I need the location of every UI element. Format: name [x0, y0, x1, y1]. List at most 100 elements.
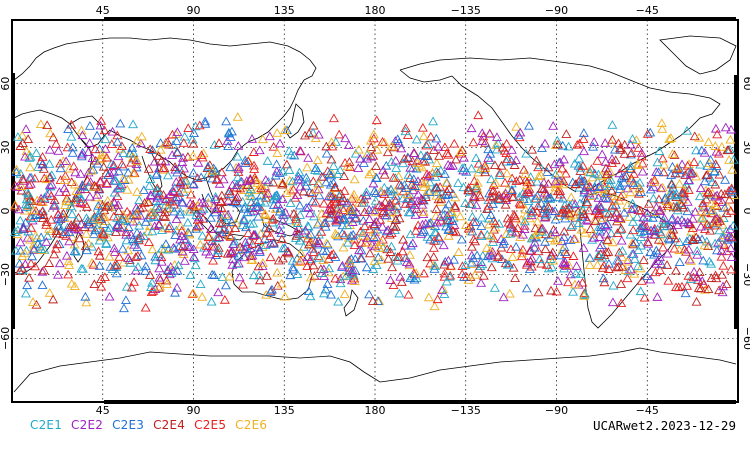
observation-marker: [720, 122, 731, 132]
observation-marker: [153, 204, 164, 214]
observation-marker: [349, 276, 360, 286]
observation-marker: [339, 171, 350, 181]
observation-marker: [196, 172, 207, 182]
observation-marker: [552, 234, 563, 244]
observation-marker: [274, 138, 285, 148]
observation-marker: [312, 155, 323, 164]
observation-marker: [111, 259, 122, 269]
observation-marker: [466, 123, 477, 133]
observation-marker: [632, 159, 643, 169]
observation-marker: [313, 184, 324, 194]
observation-marker: [652, 157, 663, 167]
observation-marker: [248, 270, 259, 280]
observation-marker: [325, 199, 336, 209]
observation-marker: [321, 141, 332, 151]
observation-marker: [468, 137, 479, 147]
observation-marker: [634, 183, 645, 193]
observation-marker: [635, 227, 646, 236]
coastline-greenland: [659, 35, 737, 75]
observation-marker: [268, 177, 279, 187]
observation-marker: [394, 179, 405, 189]
observation-marker: [92, 189, 103, 199]
observation-marker: [534, 225, 545, 235]
observation-marker: [507, 192, 518, 202]
observation-marker: [11, 167, 22, 176]
observation-marker: [277, 194, 288, 203]
observation-marker: [685, 169, 696, 178]
observation-marker: [10, 180, 21, 190]
observation-marker: [726, 252, 737, 261]
observation-marker: [80, 241, 91, 250]
observation-marker: [314, 238, 325, 248]
observation-marker: [576, 224, 587, 234]
observation-marker: [281, 159, 292, 169]
observation-marker: [366, 230, 377, 240]
observation-marker: [233, 245, 244, 254]
observation-marker: [48, 201, 59, 210]
observation-marker: [389, 142, 400, 152]
observation-marker: [31, 205, 41, 215]
observation-marker: [88, 259, 99, 269]
observation-marker: [321, 148, 332, 158]
observation-marker: [153, 151, 164, 160]
observation-marker: [227, 246, 238, 256]
observation-marker: [559, 226, 570, 236]
legend-item-c2e6: C2E6: [235, 418, 268, 432]
observation-marker: [130, 252, 141, 261]
observation-marker: [575, 212, 586, 221]
observation-marker: [543, 193, 554, 202]
observation-marker: [113, 199, 124, 209]
observation-marker: [111, 220, 122, 230]
observation-marker: [23, 200, 34, 210]
observation-marker: [386, 207, 397, 217]
observation-marker: [521, 148, 532, 158]
observation-marker: [101, 238, 112, 248]
observation-marker: [228, 239, 239, 248]
observation-marker: [98, 219, 109, 229]
observation-marker: [685, 256, 696, 265]
observation-marker: [558, 176, 569, 186]
observation-marker: [67, 209, 78, 219]
observation-marker: [551, 286, 562, 296]
observation-marker: [292, 269, 303, 278]
observation-marker: [333, 231, 344, 241]
bottom-scale-bar: [104, 400, 736, 404]
observation-marker: [609, 212, 620, 221]
observation-marker: [288, 184, 299, 194]
observation-marker: [595, 222, 606, 231]
observation-marker: [620, 265, 631, 275]
observation-marker: [443, 149, 454, 159]
observation-marker: [304, 128, 315, 138]
observation-marker: [109, 243, 120, 253]
observation-marker: [704, 256, 715, 266]
observation-marker: [517, 198, 528, 208]
legend-item-c2e3: C2E3: [112, 418, 145, 432]
observation-marker: [433, 141, 444, 151]
observation-marker: [568, 209, 579, 219]
observation-marker: [663, 275, 674, 285]
observation-marker: [144, 181, 155, 190]
observation-marker: [307, 243, 318, 253]
observation-marker: [599, 277, 610, 287]
observation-marker: [717, 197, 728, 207]
observation-marker: [653, 167, 664, 177]
observation-marker: [125, 258, 136, 267]
observation-marker: [425, 258, 436, 268]
observation-marker: [714, 225, 725, 235]
observation-marker: [68, 161, 79, 171]
dataset-date-label: UCARwet2.2023-12-29: [593, 418, 736, 433]
observation-marker: [318, 255, 329, 265]
observation-marker: [220, 280, 231, 290]
observation-marker: [350, 254, 361, 263]
observation-marker: [237, 196, 248, 206]
observation-marker: [418, 131, 429, 141]
observation-marker: [455, 211, 466, 221]
observation-marker: [206, 296, 217, 306]
observation-marker: [10, 201, 21, 211]
observation-marker: [633, 143, 644, 152]
observation-marker: [443, 159, 454, 169]
observation-marker: [216, 167, 227, 177]
observation-marker: [629, 203, 640, 213]
observation-marker: [553, 211, 564, 220]
observation-marker: [154, 263, 165, 273]
